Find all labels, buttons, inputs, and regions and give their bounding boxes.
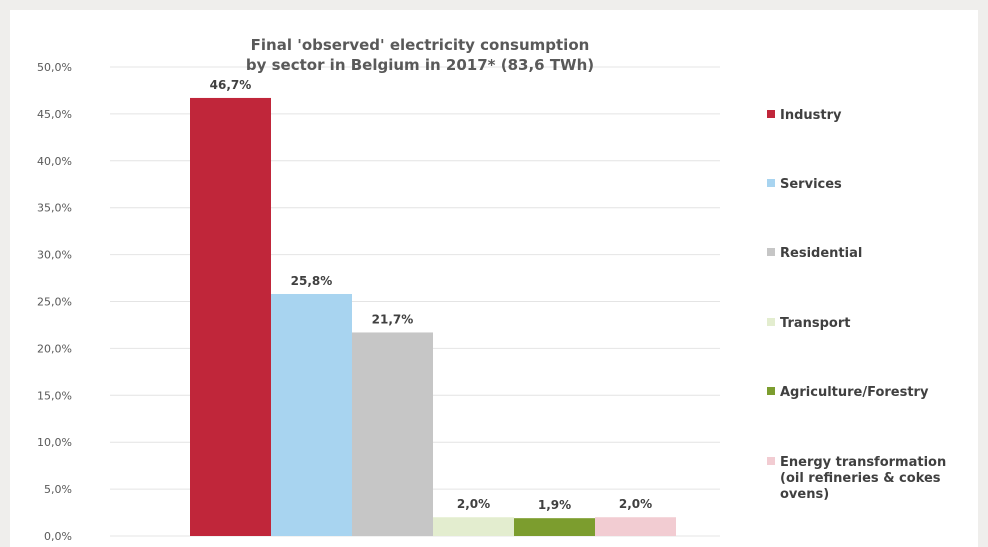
y-axis-tick-labels: 0,0% 5,0% 10,0% 15,0% 20,0% 25,0% 30,0% 35,0% 40…: [37, 61, 72, 543]
legend-swatch: [767, 387, 775, 395]
bar-residential: [352, 332, 433, 536]
y-tick-label: 30,0%: [37, 249, 72, 262]
legend-item: Industry: [767, 108, 842, 123]
legend-label: Residential: [780, 246, 862, 261]
legend-swatch: [767, 179, 775, 187]
chart-title-line: by sector in Belgium in 2017* (83,6 TWh): [246, 56, 594, 74]
y-tick-label: 0,0%: [44, 530, 72, 543]
bar-industry: [190, 97, 271, 536]
legend-swatch: [767, 110, 775, 118]
y-tick-label: 45,0%: [37, 108, 72, 121]
legend-item: Energy transformation(oil refineries & c…: [767, 455, 946, 502]
legend-item: Services: [767, 177, 842, 192]
legend-item: Residential: [767, 246, 862, 261]
legend-label: (oil refineries & cokes: [780, 471, 941, 486]
data-labels: 46,7% 25,8% 21,7% 2,0% 1,9% 2,0%: [210, 78, 652, 512]
bars: [190, 97, 676, 536]
legend-label: ovens): [780, 487, 829, 502]
legend-item: Transport: [767, 316, 850, 331]
bar-services: [271, 293, 352, 536]
legend-label: Agriculture/Forestry: [780, 385, 929, 400]
y-tick-label: 5,0%: [44, 483, 72, 496]
legend-label: Services: [780, 177, 842, 192]
y-tick-label: 20,0%: [37, 342, 72, 355]
bar-transport: [433, 517, 514, 536]
y-tick-label: 50,0%: [37, 61, 72, 74]
y-tick-label: 25,0%: [37, 296, 72, 309]
data-label: 1,9%: [538, 498, 571, 512]
legend-swatch: [767, 318, 775, 326]
data-label: 2,0%: [619, 497, 652, 511]
legend-swatch: [767, 457, 775, 465]
bar-energy: [595, 517, 676, 536]
y-tick-label: 40,0%: [37, 155, 72, 168]
legend-label: Energy transformation: [780, 455, 946, 470]
data-label: 2,0%: [457, 497, 490, 511]
legend-label: Transport: [780, 316, 850, 331]
data-label: 25,8%: [291, 274, 333, 288]
y-tick-label: 15,0%: [37, 389, 72, 402]
y-tick-label: 10,0%: [37, 436, 72, 449]
legend-swatch: [767, 248, 775, 256]
data-label: 21,7%: [372, 312, 414, 326]
chart-title: Final 'observed' electricity consumption…: [246, 36, 594, 74]
bar-agricultureforestry: [514, 518, 595, 536]
data-label: 46,7%: [210, 78, 252, 92]
y-tick-label: 35,0%: [37, 202, 72, 215]
chart-title-line: Final 'observed' electricity consumption: [251, 36, 590, 54]
chart-card: 0,0% 5,0% 10,0% 15,0% 20,0% 25,0% 30,0% 35,0% 40…: [10, 10, 978, 547]
bar-chart: 0,0% 5,0% 10,0% 15,0% 20,0% 25,0% 30,0% 35,0% 40…: [37, 36, 946, 543]
legend-label: Industry: [780, 108, 842, 123]
legend: Industry Services Residential Transport Agri…: [767, 108, 946, 502]
legend-item: Agriculture/Forestry: [767, 385, 929, 400]
